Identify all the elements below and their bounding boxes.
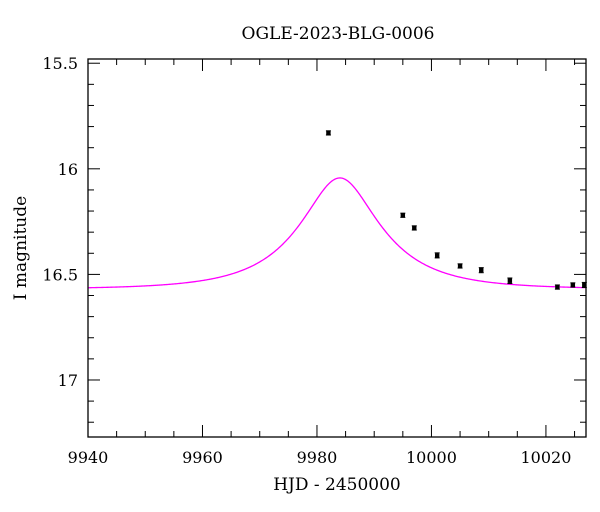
x-tick-label: 9980 bbox=[297, 448, 338, 467]
data-marker bbox=[434, 253, 440, 258]
data-point bbox=[554, 284, 560, 290]
x-tick-labels: 9940 9960 9980 10000 10020 bbox=[68, 448, 572, 467]
y-tick-label: 16.5 bbox=[42, 265, 78, 284]
data-marker bbox=[582, 282, 587, 288]
data-marker bbox=[507, 278, 513, 283]
data-marker bbox=[570, 282, 576, 288]
x-tick-label: 10000 bbox=[406, 448, 457, 467]
chart-title: OGLE-2023-BLG-0006 bbox=[242, 24, 435, 44]
data-point bbox=[434, 252, 440, 259]
data-marker bbox=[555, 284, 560, 290]
y-axis-title: I magnitude bbox=[11, 196, 31, 300]
data-marker bbox=[457, 263, 463, 269]
data-point bbox=[400, 212, 406, 218]
x-tick-label: 9960 bbox=[182, 448, 223, 467]
data-point bbox=[457, 263, 463, 269]
data-marker bbox=[326, 130, 331, 136]
data-point bbox=[570, 282, 576, 288]
data-point bbox=[411, 225, 417, 231]
x-axis-title: HJD - 2450000 bbox=[273, 475, 401, 495]
y-tick-label: 15.5 bbox=[42, 54, 78, 73]
data-points bbox=[325, 130, 587, 290]
model-curve bbox=[87, 177, 587, 289]
x-tick-label: 10020 bbox=[520, 448, 571, 467]
data-marker bbox=[479, 267, 484, 273]
data-point bbox=[507, 277, 513, 284]
data-marker bbox=[412, 225, 417, 231]
y-tick-label: 17 bbox=[58, 371, 78, 390]
y-tick-label: 16 bbox=[58, 160, 78, 179]
x-tick-label: 9940 bbox=[68, 448, 109, 467]
data-marker bbox=[400, 213, 406, 218]
data-point bbox=[478, 267, 484, 274]
plot-frame bbox=[87, 58, 587, 438]
data-point bbox=[325, 130, 331, 136]
y-tick-labels: 15.5 16 16.5 17 bbox=[42, 54, 78, 390]
tick-marks bbox=[87, 59, 586, 437]
